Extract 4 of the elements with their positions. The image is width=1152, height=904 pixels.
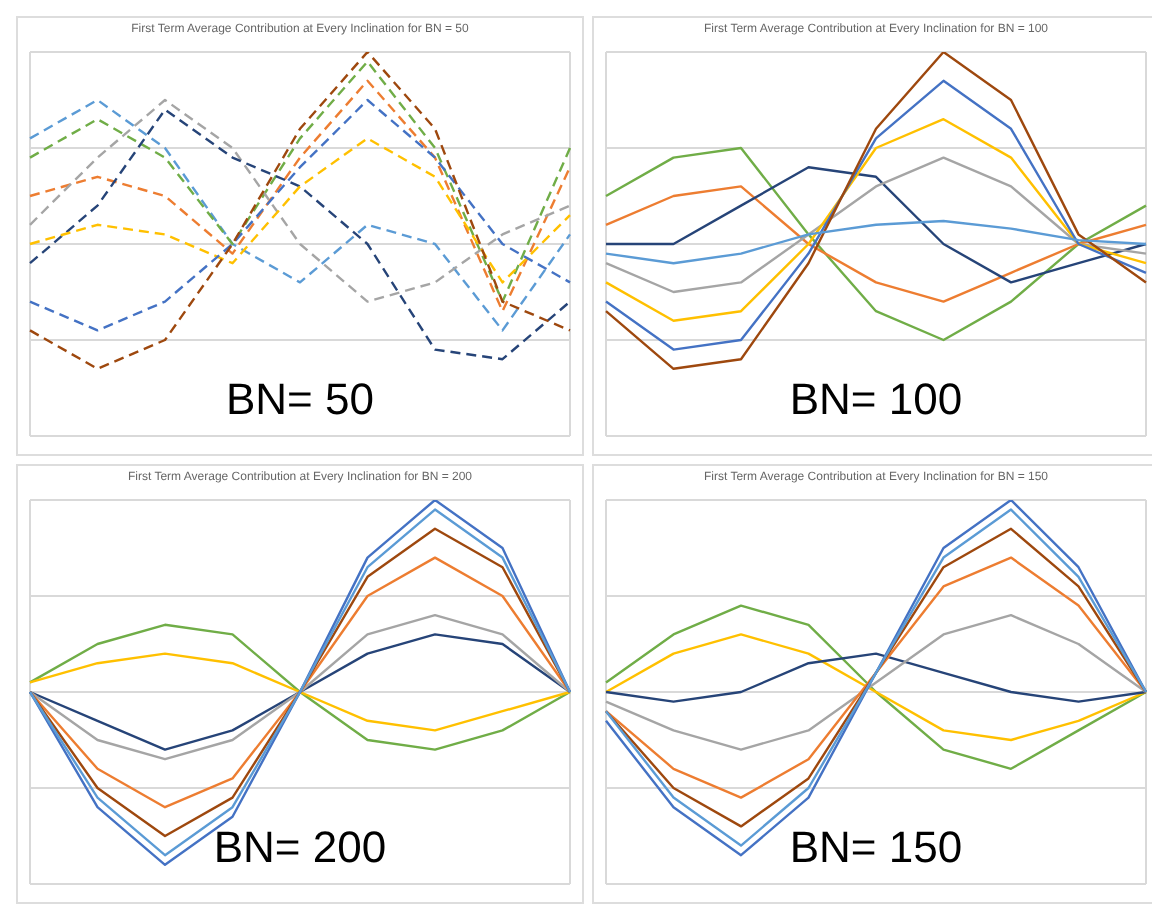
annotation: BN= 200 (211, 822, 389, 874)
text: BN= 100 (787, 374, 965, 426)
annotation: BN= 150 (787, 822, 965, 874)
text: BN= 50 (224, 374, 376, 426)
